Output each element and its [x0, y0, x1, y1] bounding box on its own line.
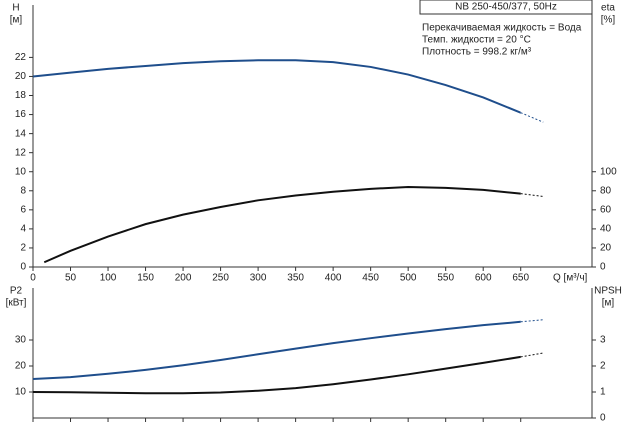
y2-unit: [м]	[602, 298, 615, 309]
y-tick-label: 0	[20, 262, 26, 273]
y2-unit: [%]	[601, 15, 616, 26]
y-tick-label: 8	[20, 185, 26, 196]
x-tick-label: 200	[175, 273, 192, 284]
x-tick-label: 300	[250, 273, 267, 284]
x-tick-label: 500	[400, 273, 417, 284]
y-label: H	[12, 3, 19, 14]
y-tick-label: 6	[20, 204, 26, 215]
y-label: P2	[10, 286, 23, 297]
curve-extension	[520, 319, 544, 323]
y2-tick-label: 80	[600, 185, 612, 196]
y2-tick-label: 100	[600, 166, 617, 177]
note: Темп. жидкости = 20 °C	[422, 35, 531, 46]
y-tick-label: 4	[20, 224, 26, 235]
x-tick-label: 350	[287, 273, 304, 284]
y2-tick-label: 40	[600, 224, 612, 235]
x-tick-label: 650	[512, 273, 529, 284]
note: Плотность = 998.2 кг/м³	[422, 47, 532, 58]
y-tick-label: 30	[15, 335, 27, 346]
y-tick-label: 20	[15, 361, 27, 372]
y2-tick-label: 20	[600, 243, 612, 254]
y-tick-label: 10	[15, 166, 27, 177]
y2-tick-label: 3	[600, 335, 606, 346]
label-box	[419, 0, 593, 15]
y-tick-label: 2	[20, 243, 26, 254]
curve-extension	[520, 112, 544, 123]
x-tick-label: 50	[65, 273, 77, 284]
y-tick-label: 12	[15, 147, 27, 158]
x-tick-label: 600	[475, 273, 492, 284]
y2-label: NPSH	[594, 286, 622, 297]
x-tick-label: 100	[100, 273, 117, 284]
curve-extension	[520, 193, 544, 197]
curve-extension	[520, 352, 544, 358]
curve	[32, 355, 521, 395]
y-unit: [м]	[10, 15, 23, 26]
y-tick-label: 18	[15, 90, 27, 101]
x-tick-label: 0	[30, 273, 36, 284]
y2-tick-label: 60	[600, 204, 612, 215]
y-tick-label: 10	[15, 387, 27, 398]
note: Перекачиваемая жидкость = Вода	[422, 23, 582, 34]
x-tick-label: 450	[362, 273, 379, 284]
y2-tick-label: 1	[600, 387, 606, 398]
x-tick-label: 400	[325, 273, 342, 284]
y-tick-label: 16	[15, 109, 27, 120]
y-tick-label: 22	[15, 52, 27, 63]
x-tick-label: 550	[437, 273, 454, 284]
x-tick-label: 250	[212, 273, 229, 284]
y-tick-label: 14	[15, 128, 27, 139]
curve	[32, 320, 521, 380]
y-tick-label: 20	[15, 71, 27, 82]
y-unit: [кВт]	[6, 298, 27, 309]
box-label: NB 250-450/377, 50Hz	[455, 2, 557, 13]
curve	[43, 185, 521, 264]
y2-tick-label: 0	[600, 262, 606, 273]
y2-label: eta	[601, 3, 615, 14]
y2-tick-label: 2	[600, 361, 606, 372]
y2-tick-label: 0	[600, 413, 606, 424]
curve	[32, 59, 521, 114]
x-label: Q [м³/ч]	[553, 273, 588, 284]
x-tick-label: 150	[137, 273, 154, 284]
